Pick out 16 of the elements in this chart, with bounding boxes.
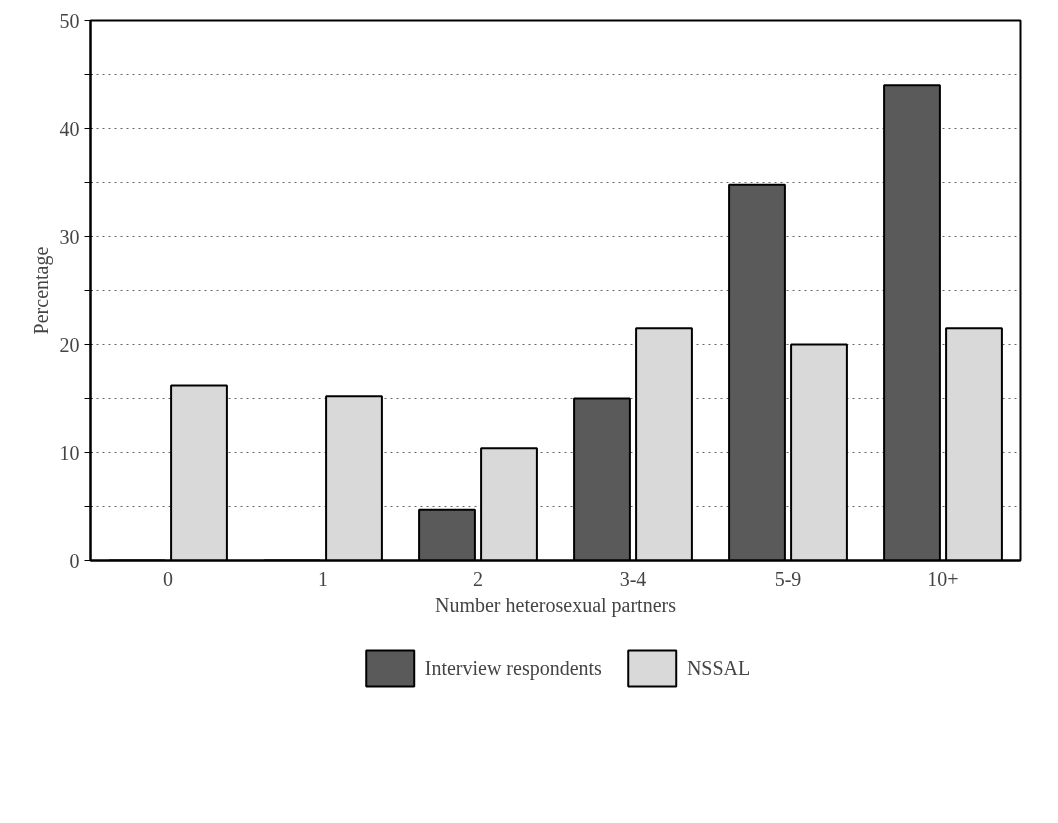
x-axis-title: Number heterosexual partners bbox=[434, 593, 677, 617]
y-tick-label: 40 bbox=[59, 117, 80, 140]
y-tick-label: 10 bbox=[59, 441, 80, 464]
legend-label: Interview respondents bbox=[424, 656, 602, 680]
y-axis-title: Percentage bbox=[29, 246, 53, 335]
x-tick-label: 2 bbox=[473, 567, 483, 590]
y-tick-label: 50 bbox=[59, 9, 80, 32]
legend-label: NSSAL bbox=[686, 656, 751, 680]
y-tick-label: 20 bbox=[59, 333, 80, 356]
y-tick-label: 30 bbox=[59, 225, 80, 248]
x-tick-label: 0 bbox=[163, 567, 173, 590]
y-tick-label: 0 bbox=[69, 549, 80, 572]
x-tick-label: 5-9 bbox=[774, 567, 802, 590]
x-tick-label: 10+ bbox=[927, 567, 959, 590]
x-tick-label: 3-4 bbox=[619, 567, 647, 590]
x-tick-label: 1 bbox=[318, 567, 328, 590]
